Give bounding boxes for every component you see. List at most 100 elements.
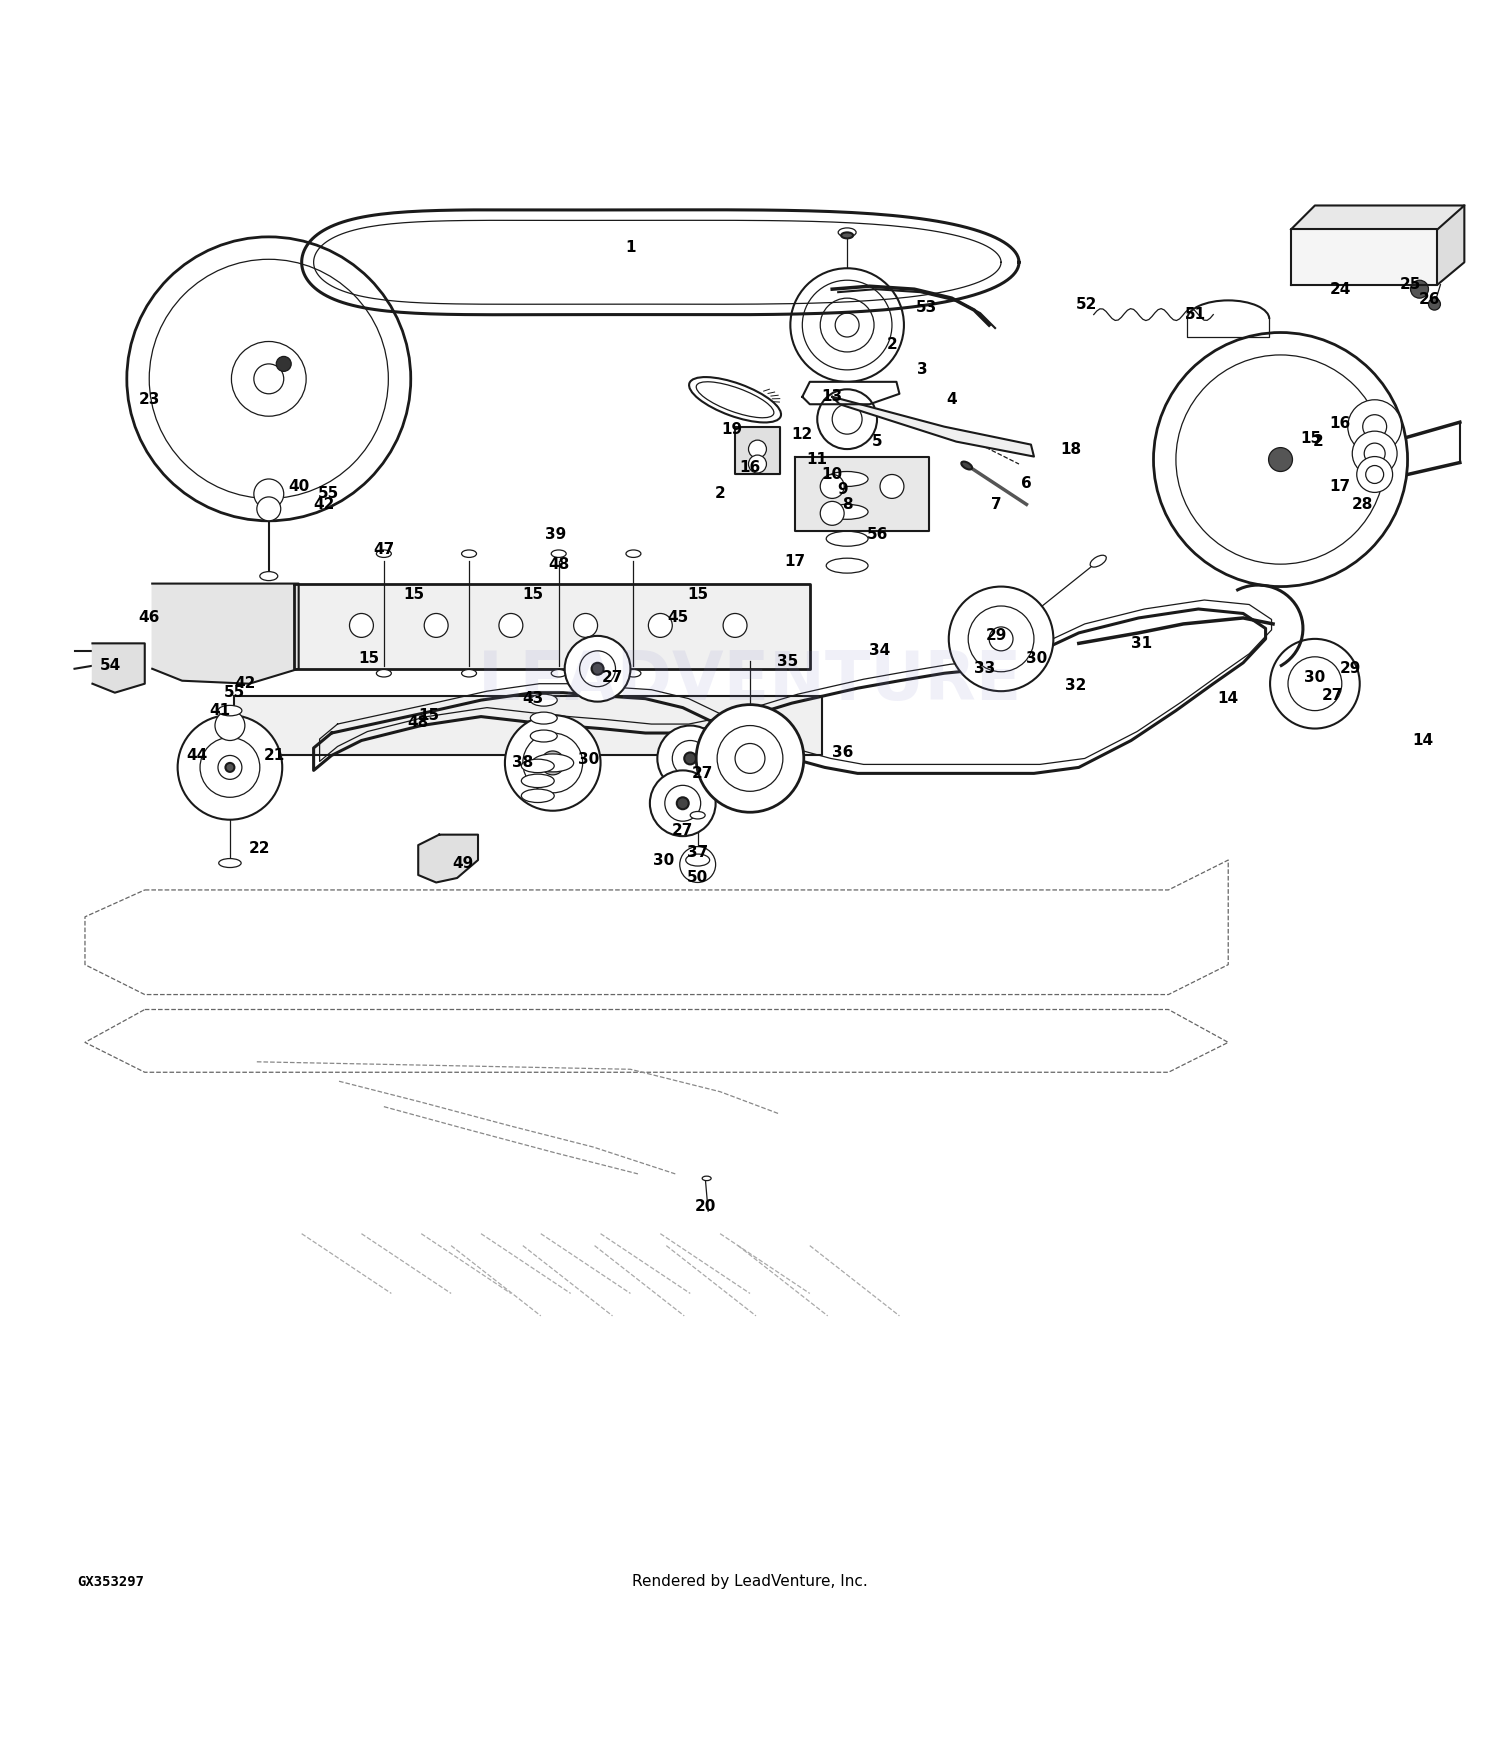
Text: 16: 16 bbox=[740, 460, 760, 474]
Text: 33: 33 bbox=[974, 662, 996, 676]
Circle shape bbox=[231, 341, 306, 416]
Text: 30: 30 bbox=[578, 752, 598, 768]
Polygon shape bbox=[833, 397, 1034, 457]
Text: GX353297: GX353297 bbox=[78, 1575, 144, 1589]
Circle shape bbox=[256, 497, 280, 522]
Circle shape bbox=[1410, 280, 1428, 298]
Ellipse shape bbox=[696, 382, 774, 418]
Text: 32: 32 bbox=[1065, 677, 1086, 693]
Text: 49: 49 bbox=[453, 856, 474, 870]
Circle shape bbox=[1269, 448, 1293, 471]
Circle shape bbox=[1365, 466, 1383, 483]
Circle shape bbox=[579, 651, 615, 686]
Polygon shape bbox=[735, 427, 780, 474]
Circle shape bbox=[833, 404, 862, 434]
Polygon shape bbox=[152, 583, 298, 684]
Text: 39: 39 bbox=[544, 527, 567, 542]
Ellipse shape bbox=[462, 550, 477, 558]
Text: 3: 3 bbox=[916, 362, 927, 378]
Circle shape bbox=[542, 751, 564, 775]
Text: 55: 55 bbox=[318, 487, 339, 502]
Text: 1: 1 bbox=[626, 240, 636, 256]
Text: 6: 6 bbox=[1022, 476, 1032, 492]
Ellipse shape bbox=[827, 558, 868, 572]
Text: 31: 31 bbox=[1131, 635, 1152, 651]
Polygon shape bbox=[294, 583, 810, 668]
Ellipse shape bbox=[688, 376, 782, 422]
Polygon shape bbox=[1292, 229, 1437, 285]
Polygon shape bbox=[419, 835, 478, 882]
Ellipse shape bbox=[550, 550, 566, 558]
Circle shape bbox=[1364, 443, 1384, 464]
Polygon shape bbox=[802, 382, 900, 404]
Polygon shape bbox=[1437, 205, 1464, 285]
Circle shape bbox=[1312, 686, 1324, 698]
Ellipse shape bbox=[217, 705, 242, 716]
Circle shape bbox=[225, 763, 234, 772]
Text: LEADVENTURE: LEADVENTURE bbox=[478, 648, 1022, 714]
Ellipse shape bbox=[686, 854, 709, 866]
Text: 40: 40 bbox=[288, 480, 309, 494]
Text: 8: 8 bbox=[842, 497, 852, 513]
Ellipse shape bbox=[532, 754, 573, 772]
Circle shape bbox=[836, 313, 860, 338]
Circle shape bbox=[676, 798, 688, 808]
Text: 10: 10 bbox=[822, 467, 843, 481]
Text: 17: 17 bbox=[1329, 480, 1352, 494]
Text: 48: 48 bbox=[548, 556, 570, 572]
Text: 15: 15 bbox=[1300, 430, 1322, 446]
Circle shape bbox=[564, 635, 630, 702]
Text: 17: 17 bbox=[784, 553, 806, 569]
Ellipse shape bbox=[531, 712, 556, 724]
Text: 53: 53 bbox=[915, 299, 938, 315]
Text: 26: 26 bbox=[1419, 292, 1440, 308]
Text: 43: 43 bbox=[522, 691, 544, 707]
Text: 23: 23 bbox=[138, 392, 160, 408]
Text: 14: 14 bbox=[1218, 691, 1239, 707]
Ellipse shape bbox=[522, 774, 554, 788]
Circle shape bbox=[350, 614, 374, 637]
Circle shape bbox=[1300, 676, 1336, 710]
Circle shape bbox=[1428, 298, 1440, 310]
Ellipse shape bbox=[839, 228, 856, 236]
Text: 5: 5 bbox=[871, 434, 882, 450]
Circle shape bbox=[148, 259, 388, 499]
Circle shape bbox=[748, 439, 766, 458]
Ellipse shape bbox=[550, 670, 566, 677]
Ellipse shape bbox=[462, 670, 477, 677]
Circle shape bbox=[821, 502, 844, 525]
Circle shape bbox=[748, 455, 766, 472]
Circle shape bbox=[650, 770, 716, 836]
Circle shape bbox=[1362, 415, 1386, 439]
Circle shape bbox=[880, 474, 904, 499]
Text: 27: 27 bbox=[672, 822, 693, 838]
Ellipse shape bbox=[522, 789, 554, 803]
Text: 42: 42 bbox=[234, 676, 255, 691]
Text: 36: 36 bbox=[833, 746, 854, 760]
Circle shape bbox=[702, 710, 798, 807]
Text: 47: 47 bbox=[374, 542, 394, 556]
Text: 15: 15 bbox=[419, 707, 440, 723]
Text: Rendered by LeadVenture, Inc.: Rendered by LeadVenture, Inc. bbox=[632, 1575, 868, 1589]
Circle shape bbox=[672, 740, 708, 777]
Text: 2: 2 bbox=[714, 487, 726, 502]
Text: 15: 15 bbox=[358, 651, 380, 665]
Text: 34: 34 bbox=[870, 644, 891, 658]
Ellipse shape bbox=[962, 462, 972, 469]
Text: 7: 7 bbox=[992, 497, 1002, 513]
Circle shape bbox=[1154, 332, 1407, 586]
Text: 51: 51 bbox=[1185, 306, 1206, 322]
Ellipse shape bbox=[531, 730, 556, 742]
Text: 27: 27 bbox=[602, 670, 622, 686]
Circle shape bbox=[648, 614, 672, 637]
Circle shape bbox=[573, 614, 597, 637]
Text: 16: 16 bbox=[1329, 416, 1352, 430]
Circle shape bbox=[1176, 355, 1384, 564]
Circle shape bbox=[818, 388, 878, 450]
Text: 12: 12 bbox=[792, 427, 813, 441]
Polygon shape bbox=[1292, 205, 1464, 229]
Circle shape bbox=[217, 756, 242, 779]
Text: 42: 42 bbox=[314, 497, 334, 513]
Text: 55: 55 bbox=[224, 686, 245, 700]
Text: 4: 4 bbox=[946, 392, 957, 408]
